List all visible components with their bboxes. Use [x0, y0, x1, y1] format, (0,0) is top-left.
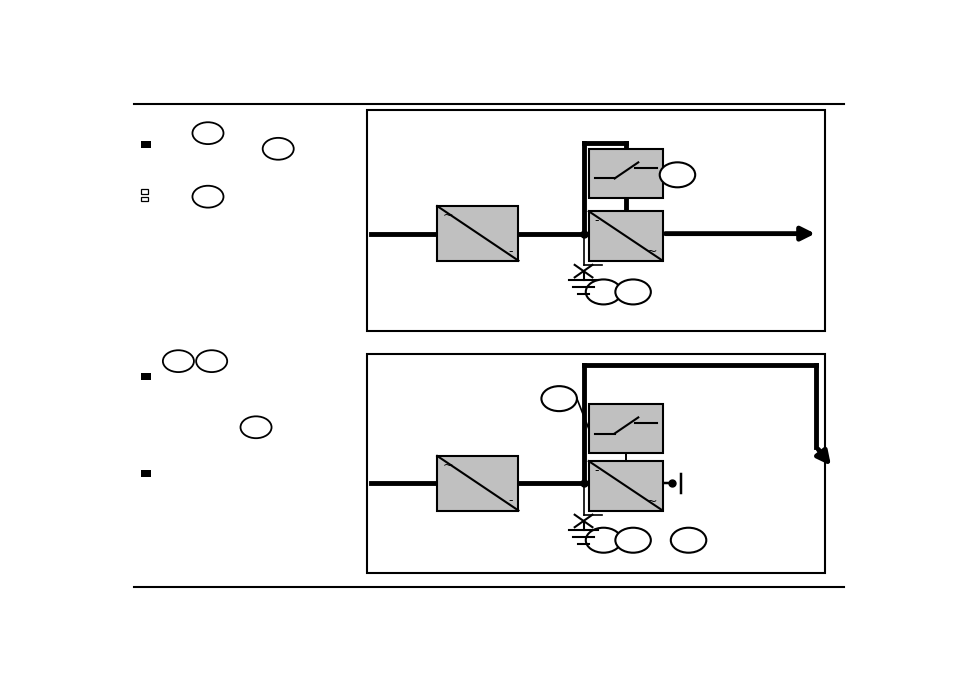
- Circle shape: [193, 186, 223, 208]
- Text: -: -: [594, 464, 598, 477]
- Circle shape: [541, 386, 577, 411]
- Circle shape: [670, 528, 705, 553]
- Bar: [588, 461, 662, 510]
- Circle shape: [196, 350, 227, 372]
- Text: ~: ~: [442, 459, 453, 472]
- Bar: [588, 404, 662, 454]
- Text: ~: ~: [646, 245, 657, 258]
- Bar: [367, 354, 824, 573]
- Circle shape: [262, 138, 294, 160]
- Text: ~: ~: [646, 494, 657, 508]
- Bar: [367, 110, 824, 331]
- Text: -: -: [594, 214, 598, 227]
- Text: -: -: [508, 245, 513, 258]
- Bar: [436, 206, 518, 261]
- Circle shape: [615, 279, 650, 304]
- Bar: [141, 470, 151, 477]
- Bar: [141, 373, 151, 380]
- Circle shape: [585, 528, 620, 553]
- Text: ~: ~: [442, 209, 453, 222]
- Circle shape: [163, 350, 193, 372]
- Circle shape: [193, 122, 223, 144]
- Circle shape: [615, 528, 650, 553]
- Bar: [588, 211, 662, 261]
- Circle shape: [585, 279, 620, 304]
- Bar: [141, 189, 148, 194]
- Circle shape: [659, 162, 695, 187]
- Circle shape: [240, 416, 272, 438]
- Text: -: -: [508, 494, 513, 508]
- Bar: [436, 456, 518, 510]
- Bar: [141, 141, 151, 148]
- Bar: [141, 197, 148, 201]
- Bar: [588, 149, 662, 198]
